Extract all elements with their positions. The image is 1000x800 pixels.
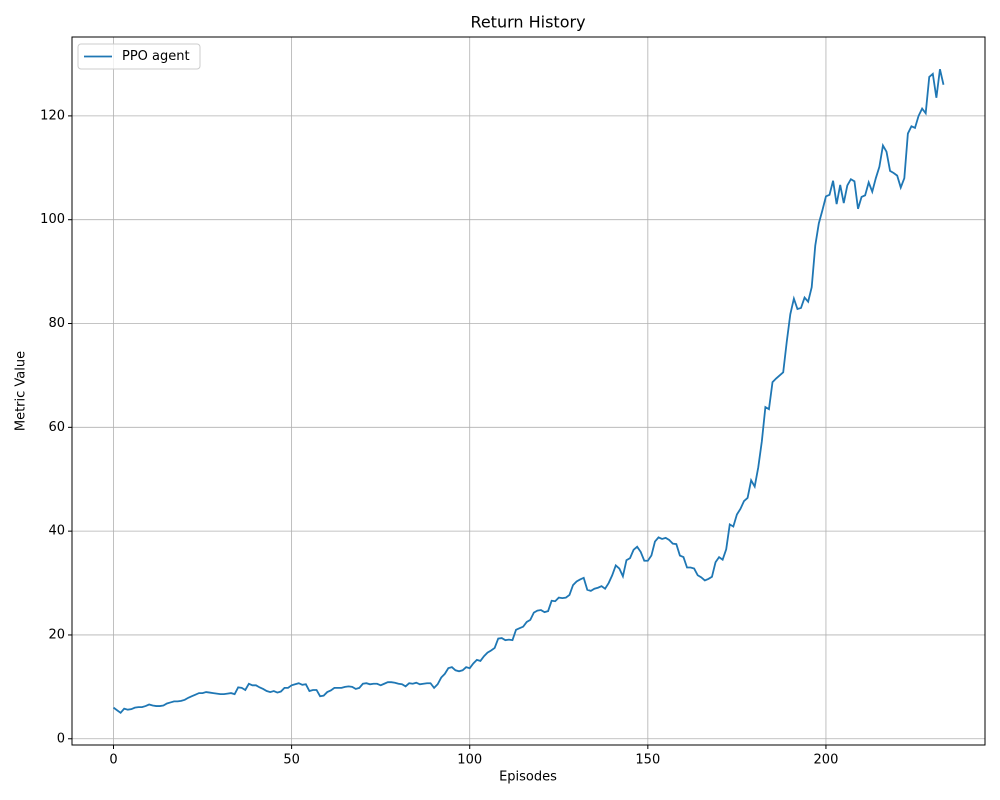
x-axis-label: Episodes [499, 770, 557, 785]
y-tick-label: 100 [40, 212, 65, 227]
y-tick-label: 120 [40, 108, 65, 123]
y-tick-label: 40 [48, 524, 65, 539]
y-tick-label: 60 [48, 420, 65, 435]
x-tick-label: 200 [814, 753, 839, 768]
y-tick-label: 80 [48, 316, 65, 331]
x-tick-label: 50 [283, 753, 300, 768]
y-axis-label: Metric Value [14, 351, 29, 431]
legend-box [77, 43, 201, 70]
x-tick-label: 150 [635, 753, 660, 768]
chart-title: Return History [470, 13, 585, 32]
x-tick-label: 100 [457, 753, 482, 768]
y-tick-label: 20 [48, 627, 65, 642]
legend-label: PPO agent [122, 49, 190, 64]
line [112, 68, 945, 715]
x-tick-label: 0 [109, 753, 117, 768]
plot-frame [71, 36, 986, 746]
y-tick-label: 0 [57, 731, 65, 746]
